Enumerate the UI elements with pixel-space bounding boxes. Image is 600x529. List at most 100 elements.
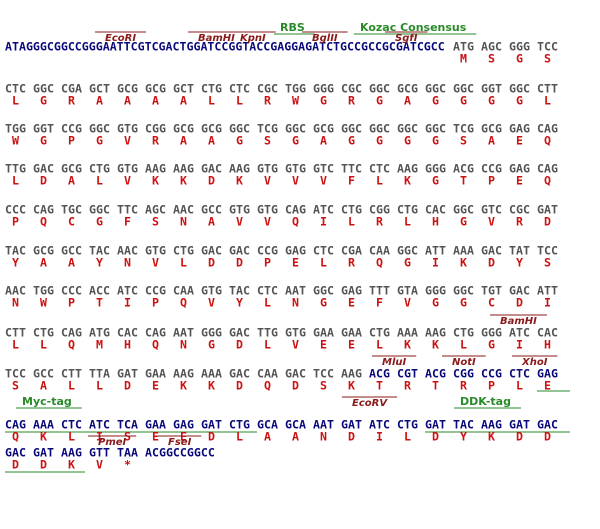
codon: GAC xyxy=(229,244,250,258)
codon: CTG xyxy=(89,162,110,176)
codon: CGT xyxy=(397,367,418,381)
site-label: XhoI xyxy=(521,357,548,368)
amino-acid: V xyxy=(292,338,299,352)
codon: ATG xyxy=(89,326,110,340)
codon: CTG xyxy=(369,326,390,340)
amino-acid: D xyxy=(516,296,523,310)
amino-acid: A xyxy=(320,134,327,148)
codon: CAG xyxy=(145,326,166,340)
amino-acid: G xyxy=(376,94,383,108)
amino-acid: T xyxy=(432,379,439,393)
tag-label: Kozac Consensus xyxy=(360,21,467,34)
codon: GTG xyxy=(285,326,306,340)
codon: CGG xyxy=(369,203,390,217)
codon: GCG xyxy=(145,82,166,96)
codon: GCG xyxy=(117,82,138,96)
amino-acid: T xyxy=(96,296,103,310)
amino-acid: D xyxy=(40,458,47,472)
codon: GTG xyxy=(257,162,278,176)
amino-acid: I xyxy=(516,338,523,352)
amino-acid: A xyxy=(404,94,411,108)
codon: GAC xyxy=(201,244,222,258)
amino-acid: L xyxy=(236,430,243,444)
amino-acid: A xyxy=(180,134,187,148)
codon: TTG xyxy=(5,162,26,176)
amino-acid: Y xyxy=(12,256,19,270)
amino-acid: S xyxy=(264,134,271,148)
codon: GCT xyxy=(173,82,194,96)
codon: GGG xyxy=(509,40,530,54)
amino-acid: K xyxy=(68,458,75,472)
codon: GAT xyxy=(509,418,530,432)
codon: GGC xyxy=(453,284,474,298)
codon: ATT xyxy=(537,284,558,298)
codon: TGG xyxy=(285,82,306,96)
codon: GAC xyxy=(481,244,502,258)
codon: CTT xyxy=(537,82,558,96)
amino-acid: N xyxy=(320,430,327,444)
amino-acid: D xyxy=(544,430,551,444)
codon: GGC xyxy=(285,122,306,136)
codon: CTC xyxy=(257,284,278,298)
codon: TTA xyxy=(89,367,110,381)
amino-acid: A xyxy=(40,379,47,393)
amino-acid: I xyxy=(124,296,131,310)
amino-acid: K xyxy=(488,430,495,444)
amino-acid: G xyxy=(516,52,523,66)
amino-acid: E xyxy=(320,338,327,352)
codon: AAA xyxy=(33,418,54,432)
codon: GTT xyxy=(89,446,110,460)
codon: CAG xyxy=(33,203,54,217)
amino-acid: F xyxy=(124,215,131,229)
amino-acid: V xyxy=(152,256,159,270)
codon: GAA xyxy=(313,326,334,340)
site-label: BamHI xyxy=(500,316,537,327)
codon: CAG xyxy=(61,326,82,340)
amino-acid: E xyxy=(516,134,523,148)
codon: AAA xyxy=(397,326,418,340)
amino-acid: Q xyxy=(40,215,47,229)
codon: GCC xyxy=(61,244,82,258)
amino-acid: V xyxy=(320,174,327,188)
amino-acid: K xyxy=(40,430,47,444)
codon: CTT xyxy=(5,326,26,340)
codon: TCC xyxy=(537,244,558,258)
codon: GCG xyxy=(481,122,502,136)
amino-acid: A xyxy=(68,256,75,270)
codon: CTG xyxy=(33,326,54,340)
amino-acid: R xyxy=(68,94,75,108)
codon: TGT xyxy=(481,284,502,298)
amino-acid: R xyxy=(348,94,355,108)
amino-acid: S xyxy=(320,379,327,393)
codon: GGG xyxy=(201,326,222,340)
codon: GGC xyxy=(341,122,362,136)
codon: GCA xyxy=(285,418,306,432)
amino-acid: S xyxy=(12,379,19,393)
codon: GAC xyxy=(229,326,250,340)
codon: TGC xyxy=(61,203,82,217)
amino-acid: R xyxy=(376,215,383,229)
amino-acid: A xyxy=(180,94,187,108)
codon: CGC xyxy=(341,82,362,96)
amino-acid: P xyxy=(68,296,75,310)
amino-acid: N xyxy=(180,215,187,229)
codon: CAA xyxy=(257,367,278,381)
amino-acid: Y xyxy=(516,256,523,270)
site-label: FseI xyxy=(168,437,192,448)
amino-acid: K xyxy=(460,256,467,270)
codon: TAC xyxy=(229,284,250,298)
codon: CCG xyxy=(145,284,166,298)
amino-acid: E xyxy=(516,174,523,188)
amino-acid: D xyxy=(348,430,355,444)
codon: CGA xyxy=(341,244,362,258)
codon: GAA xyxy=(145,367,166,381)
amino-acid: V xyxy=(96,458,103,472)
codon: TAC xyxy=(5,244,26,258)
amino-acid: L xyxy=(460,338,467,352)
codon: ATC xyxy=(89,418,110,432)
amino-acid: K xyxy=(404,338,411,352)
amino-acid: V xyxy=(488,215,495,229)
codon: GTG xyxy=(285,162,306,176)
codon: ATC xyxy=(117,284,138,298)
